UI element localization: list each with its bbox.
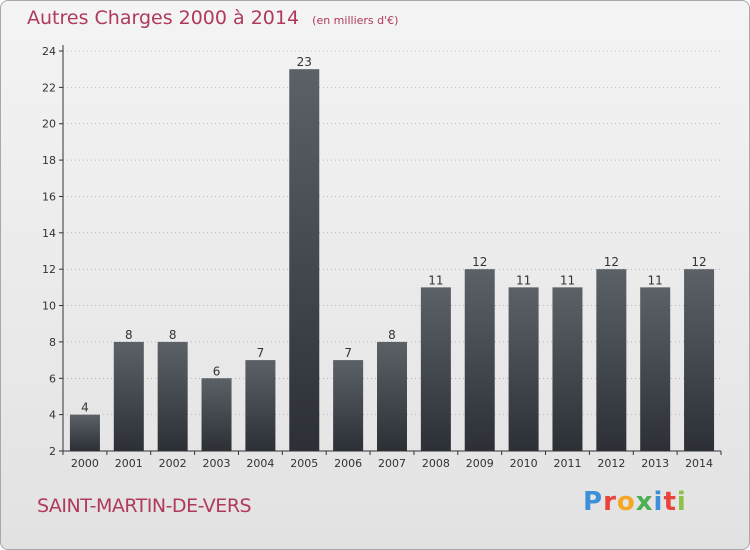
logo-letter: x (635, 487, 654, 517)
bar-value-label: 12 (604, 255, 619, 269)
bar-2009 (464, 269, 495, 451)
logo-letter: r (603, 487, 617, 517)
x-tick-label: 2000 (71, 457, 99, 470)
bar-value-label: 12 (691, 255, 706, 269)
bar-2000 (69, 414, 100, 451)
x-tick-label: 2012 (597, 457, 625, 470)
bar-value-label: 11 (560, 273, 575, 287)
bar-2012 (596, 269, 627, 451)
x-tick-label: 2004 (246, 457, 274, 470)
bar-2013 (640, 287, 671, 451)
bar-value-label: 7 (257, 346, 265, 360)
x-tick-label: 2003 (203, 457, 231, 470)
bar-2008 (420, 287, 451, 451)
y-tick-label: 6 (49, 372, 56, 385)
x-tick-label: 2010 (510, 457, 538, 470)
logo-letter: P (583, 487, 604, 517)
y-tick-label: 18 (42, 154, 56, 167)
x-tick-label: 2008 (422, 457, 450, 470)
bar-value-label: 11 (516, 273, 531, 287)
y-tick-label: 8 (49, 336, 56, 349)
bar-2003 (201, 378, 232, 451)
y-tick-label: 4 (49, 409, 56, 422)
bar-2014 (684, 269, 715, 451)
bar-2005 (289, 69, 320, 451)
bars: 4 8 8 6 7 23 7 8 11 12 11 11 12 11 12 (69, 55, 715, 451)
logo-letter: o (616, 487, 636, 517)
y-tick-label: 14 (42, 227, 56, 240)
bar-value-label: 11 (428, 273, 443, 287)
bar-2002 (157, 341, 188, 451)
x-tick-label: 2002 (159, 457, 187, 470)
x-tick-label: 2005 (290, 457, 318, 470)
commune-name: SAINT-MARTIN-DE-VERS (37, 495, 252, 517)
x-tick-label: 2011 (553, 457, 581, 470)
bar-value-label: 7 (344, 346, 352, 360)
bar-value-label: 8 (169, 328, 177, 342)
y-tick-label: 10 (42, 300, 56, 313)
bar-value-label: 12 (472, 255, 487, 269)
bar-2006 (333, 360, 364, 451)
logo-letter: i (676, 487, 687, 517)
x-tick-label: 2009 (466, 457, 494, 470)
y-tick-label: 12 (42, 263, 56, 276)
bar-2001 (113, 341, 144, 451)
logo-letter: t (663, 487, 677, 517)
bar-value-label: 8 (125, 328, 133, 342)
chart-subtitle: (en milliers d'€) (312, 14, 399, 27)
bar-2011 (552, 287, 583, 451)
bar-2010 (508, 287, 539, 451)
bar-value-label: 6 (213, 364, 221, 378)
x-tick-label: 2013 (641, 457, 669, 470)
bar-2004 (245, 360, 276, 451)
proxiti-logo: Proxiti (583, 487, 687, 517)
x-tick-label: 2007 (378, 457, 406, 470)
x-axis: 2000 2001 2002 2003 2004 2005 2006 2007 2008 2009… (62, 450, 722, 470)
y-tick-label: 22 (42, 81, 56, 94)
bar-2007 (377, 341, 407, 451)
y-tick-label: 20 (42, 118, 56, 131)
bar-value-label: 8 (388, 328, 396, 342)
bar-value-label: 23 (297, 55, 312, 69)
y-tick-label: 16 (42, 190, 56, 203)
bar-value-label: 4 (81, 401, 89, 415)
logo-letter: i (653, 487, 664, 517)
title-block: Autres Charges 2000 à 2014 (en milliers … (27, 7, 398, 29)
x-tick-label: 2014 (685, 457, 713, 470)
x-tick-label: 2001 (115, 457, 143, 470)
y-tick-label: 24 (42, 45, 56, 58)
bar-value-label: 11 (648, 273, 663, 287)
x-tick-label: 2006 (334, 457, 362, 470)
chart-title: Autres Charges 2000 à 2014 (27, 7, 300, 29)
y-tick-label: 2 (49, 445, 56, 458)
